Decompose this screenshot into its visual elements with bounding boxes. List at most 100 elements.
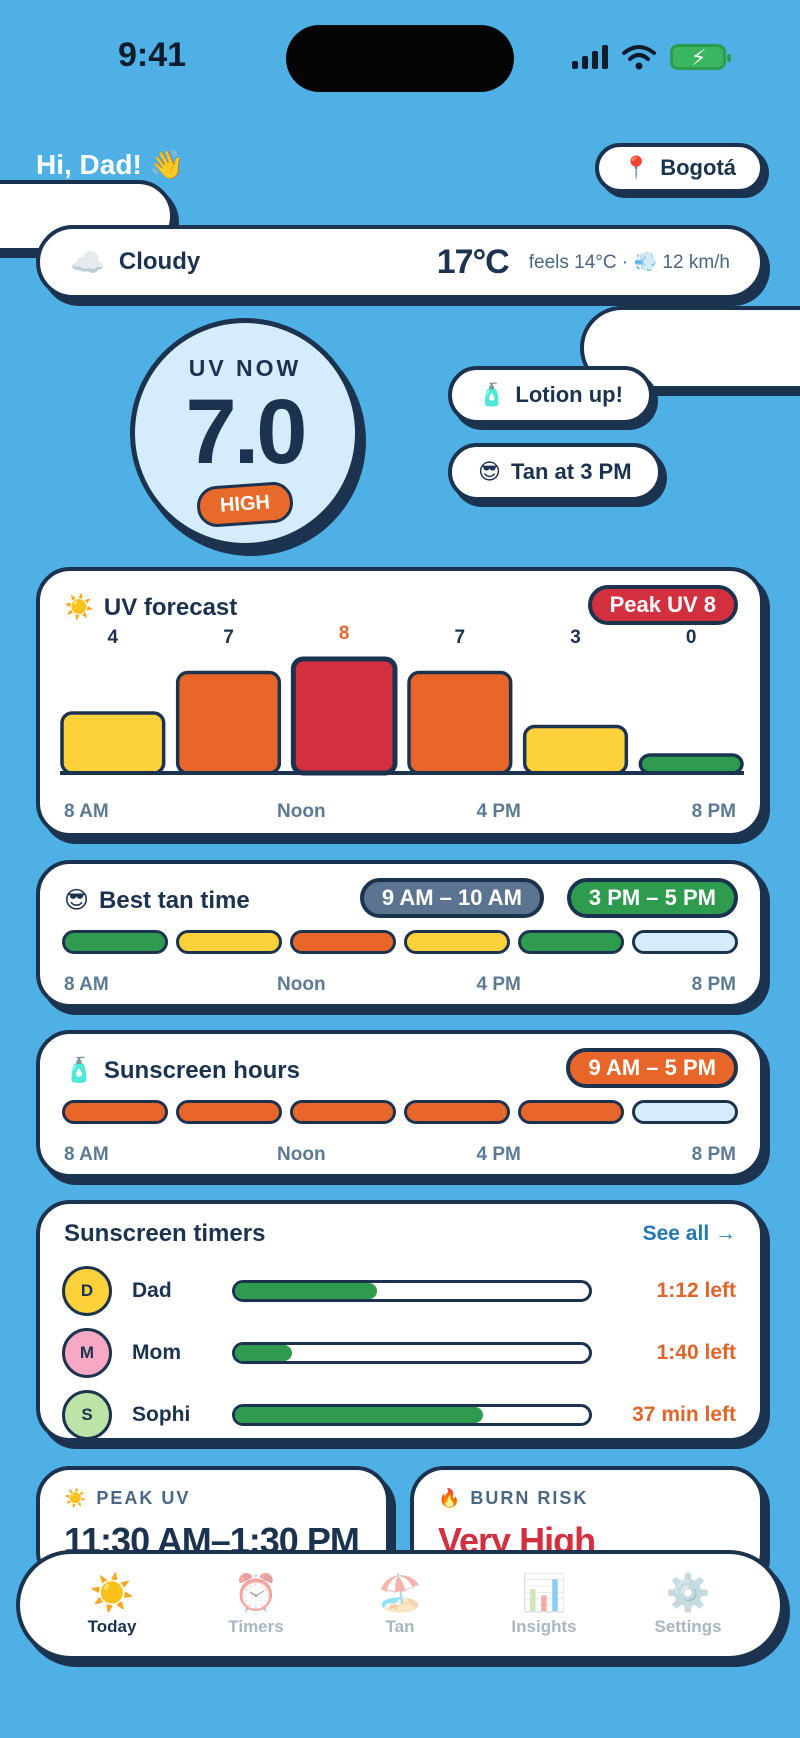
- uv-bar-value: 4: [108, 627, 119, 648]
- axis-label: 8 PM: [691, 1144, 736, 1165]
- tan-axis: 8 AM Noon 4 PM 8 PM: [64, 974, 736, 996]
- weather-card[interactable]: ☁️ Cloudy 17°C feels 14°C · 💨 12 km/h: [36, 225, 764, 299]
- sunscreen-hours-card[interactable]: 🧴 Sunscreen hours 9 AM – 5 PM 8 AM Noon …: [36, 1030, 764, 1178]
- axis-label: 4 PM: [476, 1144, 521, 1165]
- timer-progress-bar: [232, 1342, 592, 1364]
- uv-level-badge: HIGH: [195, 480, 295, 529]
- tip-tan[interactable]: 😎 Tan at 3 PM: [448, 443, 662, 501]
- axis-label: 8 PM: [691, 974, 736, 995]
- avatar: D: [62, 1266, 112, 1316]
- uv-bar-value: 8: [339, 623, 350, 644]
- chart-baseline: [60, 771, 744, 775]
- sunscreen-title: 🧴 Sunscreen hours: [64, 1056, 300, 1085]
- uv-forecast-chart: 4 7 8 7 3 0: [60, 623, 744, 776]
- tab-bar: ☀️ Today ⏰ Timers 🏖️ Tan 📊 Insights ⚙️ S…: [16, 1550, 784, 1660]
- feels-like: feels 14°C · 💨 12 km/h: [528, 252, 730, 273]
- timer-remaining: 37 min left: [632, 1403, 736, 1426]
- sunscreen-window-badge: 9 AM – 5 PM: [566, 1048, 738, 1088]
- uv-forecast-card[interactable]: ☀️ UV forecast Peak UV 8 4 7 8 7 3 0 8 AM Noo…: [36, 567, 764, 837]
- sunscreen-title-label: Sunscreen hours: [103, 1056, 300, 1084]
- tip-tan-label: Tan at 3 PM: [510, 459, 632, 484]
- greeting: Hi, Dad! 👋: [36, 149, 185, 180]
- axis-label: Noon: [277, 1144, 326, 1165]
- pin-icon: 📍: [622, 155, 651, 180]
- tab-settings[interactable]: ⚙️ Settings: [623, 1573, 753, 1637]
- tab-label: Insights: [511, 1617, 577, 1636]
- timeline-segment: [632, 1100, 738, 1124]
- sunglasses-icon: 😎: [64, 887, 90, 914]
- weather-condition: Cloudy: [118, 248, 201, 275]
- best-tan-card[interactable]: 😎 Best tan time 9 AM – 10 AM 3 PM – 5 PM…: [36, 860, 764, 1008]
- tab-label: Timers: [228, 1617, 284, 1636]
- axis-label: 4 PM: [476, 974, 521, 995]
- status-icons: ⚡: [572, 44, 731, 70]
- burn-risk-label-wrap: 🔥 BURN RISK: [438, 1488, 588, 1509]
- timer-progress-fill: [235, 1283, 377, 1299]
- uv-bar[interactable]: [638, 753, 744, 775]
- sunscreen-axis: 8 AM Noon 4 PM 8 PM: [64, 1144, 736, 1166]
- timers-title: Sunscreen timers: [64, 1220, 266, 1247]
- uv-bar[interactable]: [60, 711, 166, 775]
- uv-bar[interactable]: [175, 670, 282, 775]
- location-label: Bogotá: [660, 155, 736, 180]
- uv-bar[interactable]: [522, 724, 629, 775]
- timeline-segment: [176, 930, 282, 954]
- chart-icon: 📊: [521, 1572, 567, 1613]
- temperature: 17°C: [436, 242, 510, 281]
- tan-window-afternoon[interactable]: 3 PM – 5 PM: [566, 878, 738, 918]
- timeline-segment: [404, 930, 510, 954]
- timer-remaining: 1:40 left: [656, 1341, 736, 1364]
- best-tan-title-label: Best tan time: [99, 886, 250, 914]
- uv-now-dial[interactable]: UV NOW 7.0 HIGH: [130, 318, 360, 548]
- timer-remaining: 1:12 left: [656, 1279, 736, 1302]
- timeline-segment: [518, 930, 624, 954]
- sunscreen-timeline: [62, 1100, 738, 1124]
- peak-uv-label-wrap: ☀️ PEAK UV: [64, 1488, 190, 1509]
- timer-row-dad[interactable]: D Dad 1:12 left: [62, 1266, 736, 1316]
- peak-uv-badge: Peak UV 8: [587, 585, 738, 625]
- tab-insights[interactable]: 📊 Insights: [479, 1573, 609, 1637]
- tab-label: Tan: [385, 1617, 415, 1636]
- tab-timers[interactable]: ⏰ Timers: [191, 1573, 321, 1637]
- uv-bar[interactable]: [407, 670, 513, 775]
- location-button[interactable]: 📍 Bogotá: [594, 143, 764, 193]
- timer-name: Mom: [132, 1341, 181, 1364]
- forecast-axis: 8 AM Noon 4 PM 8 PM: [64, 801, 736, 823]
- uv-bar-value: 7: [455, 627, 466, 648]
- timer-name: Dad: [132, 1279, 172, 1302]
- tab-today[interactable]: ☀️ Today: [47, 1573, 177, 1637]
- avatar: S: [62, 1390, 112, 1440]
- axis-label: 8 AM: [64, 974, 109, 995]
- timer-progress-bar: [232, 1280, 592, 1302]
- timer-row-sophi[interactable]: S Sophi 37 min left: [62, 1390, 736, 1440]
- timeline-segment: [632, 930, 738, 954]
- fire-icon: 🔥: [438, 1488, 463, 1508]
- tab-tan[interactable]: 🏖️ Tan: [335, 1573, 465, 1637]
- beach-icon: 🏖️: [377, 1572, 423, 1613]
- timeline-segment: [290, 930, 396, 954]
- tip-lotion-label: Lotion up!: [515, 382, 623, 407]
- timeline-segment: [290, 1100, 396, 1124]
- axis-label: 8 AM: [64, 1144, 109, 1165]
- lotion-icon: 🧴: [478, 382, 506, 407]
- uv-bar-value: 3: [570, 627, 581, 648]
- see-all-link[interactable]: See all →: [642, 1222, 736, 1245]
- uv-bar[interactable]: [290, 656, 398, 776]
- uv-now-value: 7.0: [185, 381, 308, 483]
- tip-lotion[interactable]: 🧴 Lotion up!: [448, 366, 653, 424]
- axis-label: 8 PM: [691, 801, 736, 822]
- tab-label: Today: [87, 1617, 137, 1636]
- timer-row-mom[interactable]: M Mom 1:40 left: [62, 1328, 736, 1378]
- avatar: M: [62, 1328, 112, 1378]
- uv-bar-value: 7: [223, 627, 234, 648]
- signal-icon: [572, 45, 608, 69]
- tan-window-morning[interactable]: 9 AM – 10 AM: [359, 878, 544, 918]
- uv-now-label: UV NOW: [188, 355, 302, 381]
- timer-progress-fill: [235, 1407, 483, 1423]
- axis-label: Noon: [277, 974, 326, 995]
- status-time: 9:41: [118, 36, 187, 74]
- dynamic-island: [286, 25, 514, 92]
- alarm-clock-icon: ⏰: [233, 1572, 279, 1613]
- timer-progress-bar: [232, 1404, 592, 1426]
- battery-icon: ⚡: [670, 44, 731, 70]
